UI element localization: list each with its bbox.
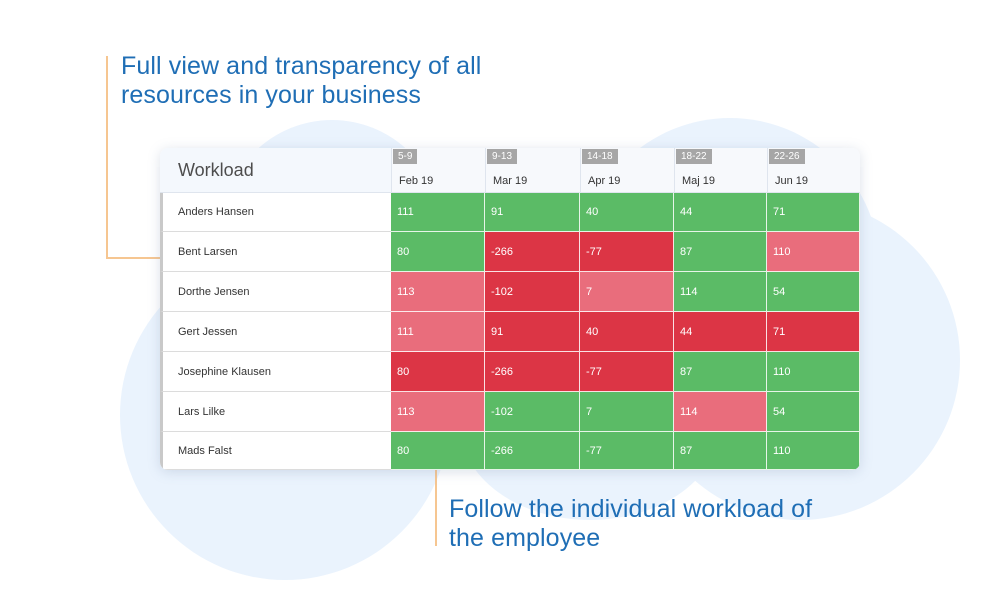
workload-cell[interactable]: 44 bbox=[674, 312, 767, 352]
workload-cell[interactable]: 110 bbox=[767, 352, 860, 392]
workload-cell[interactable]: 7 bbox=[580, 392, 674, 432]
workload-cell[interactable]: -77 bbox=[580, 432, 674, 470]
workload-cell[interactable]: 80 bbox=[391, 352, 485, 392]
month-label: Feb 19 bbox=[399, 175, 434, 187]
month-label: Jun 19 bbox=[775, 175, 809, 187]
callout-line-top bbox=[106, 56, 108, 259]
workload-cell[interactable]: 40 bbox=[580, 312, 674, 352]
workload-cell[interactable]: 54 bbox=[767, 392, 860, 432]
workload-cell[interactable]: -266 bbox=[485, 232, 580, 272]
workload-cell[interactable]: 111 bbox=[391, 193, 485, 232]
workload-cell[interactable]: 114 bbox=[674, 272, 767, 312]
employee-name[interactable]: Gert Jessen bbox=[160, 312, 391, 352]
column-header-4: 18-22 Maj 19 bbox=[674, 148, 767, 193]
employee-name[interactable]: Josephine Klausen bbox=[160, 352, 391, 392]
workload-cell[interactable]: 40 bbox=[580, 193, 674, 232]
workload-cell[interactable]: 110 bbox=[767, 432, 860, 470]
month-label: Mar 19 bbox=[493, 175, 528, 187]
week-range-badge: 18-22 bbox=[676, 149, 712, 164]
workload-cell[interactable]: 87 bbox=[674, 432, 767, 470]
employee-name[interactable]: Dorthe Jensen bbox=[160, 272, 391, 312]
workload-cell[interactable]: 110 bbox=[767, 232, 860, 272]
employee-name[interactable]: Lars Lilke bbox=[160, 392, 391, 432]
callout-line-bottom bbox=[435, 470, 437, 546]
employee-name[interactable]: Mads Falst bbox=[160, 432, 391, 470]
workload-cell[interactable]: 54 bbox=[767, 272, 860, 312]
workload-cell[interactable]: 80 bbox=[391, 432, 485, 470]
month-label: Maj 19 bbox=[682, 175, 716, 187]
week-range-badge: 22-26 bbox=[769, 149, 805, 164]
workload-cell[interactable]: 44 bbox=[674, 193, 767, 232]
workload-cell[interactable]: 80 bbox=[391, 232, 485, 272]
workload-cell[interactable]: 71 bbox=[767, 312, 860, 352]
month-label: Apr 19 bbox=[588, 175, 621, 187]
table-title: Workload bbox=[160, 148, 391, 193]
callout-top-text: Full view and transparency of all resour… bbox=[121, 52, 482, 109]
employee-name[interactable]: Bent Larsen bbox=[160, 232, 391, 272]
callout-line-top-connector bbox=[106, 257, 161, 259]
workload-cell[interactable]: 114 bbox=[674, 392, 767, 432]
workload-cell[interactable]: -266 bbox=[485, 352, 580, 392]
employee-name[interactable]: Anders Hansen bbox=[160, 193, 391, 232]
week-range-badge: 5-9 bbox=[393, 149, 418, 164]
column-header-2: 9-13 Mar 19 bbox=[485, 148, 580, 193]
workload-cell[interactable]: -77 bbox=[580, 232, 674, 272]
workload-cell[interactable]: 91 bbox=[485, 312, 580, 352]
workload-cell[interactable]: -77 bbox=[580, 352, 674, 392]
callout-bottom-text: Follow the individual workload of the em… bbox=[449, 495, 813, 552]
workload-cell[interactable]: 113 bbox=[391, 392, 485, 432]
week-range-badge: 9-13 bbox=[487, 149, 518, 164]
week-range-badge: 14-18 bbox=[582, 149, 618, 164]
workload-cell[interactable]: 113 bbox=[391, 272, 485, 312]
workload-cell[interactable]: -266 bbox=[485, 432, 580, 470]
workload-cell[interactable]: 7 bbox=[580, 272, 674, 312]
column-header-5: 22-26 Jun 19 bbox=[767, 148, 860, 193]
workload-cell[interactable]: 71 bbox=[767, 193, 860, 232]
workload-table: Workload 5-9 Feb 19 9-13 Mar 19 14-18 Apr 19 1… bbox=[160, 148, 860, 470]
workload-cell[interactable]: -102 bbox=[485, 392, 580, 432]
column-header-1: 5-9 Feb 19 bbox=[391, 148, 485, 193]
workload-cell[interactable]: 87 bbox=[674, 352, 767, 392]
workload-cell[interactable]: 111 bbox=[391, 312, 485, 352]
workload-cell[interactable]: 91 bbox=[485, 193, 580, 232]
workload-cell[interactable]: 87 bbox=[674, 232, 767, 272]
column-header-3: 14-18 Apr 19 bbox=[580, 148, 674, 193]
workload-cell[interactable]: -102 bbox=[485, 272, 580, 312]
